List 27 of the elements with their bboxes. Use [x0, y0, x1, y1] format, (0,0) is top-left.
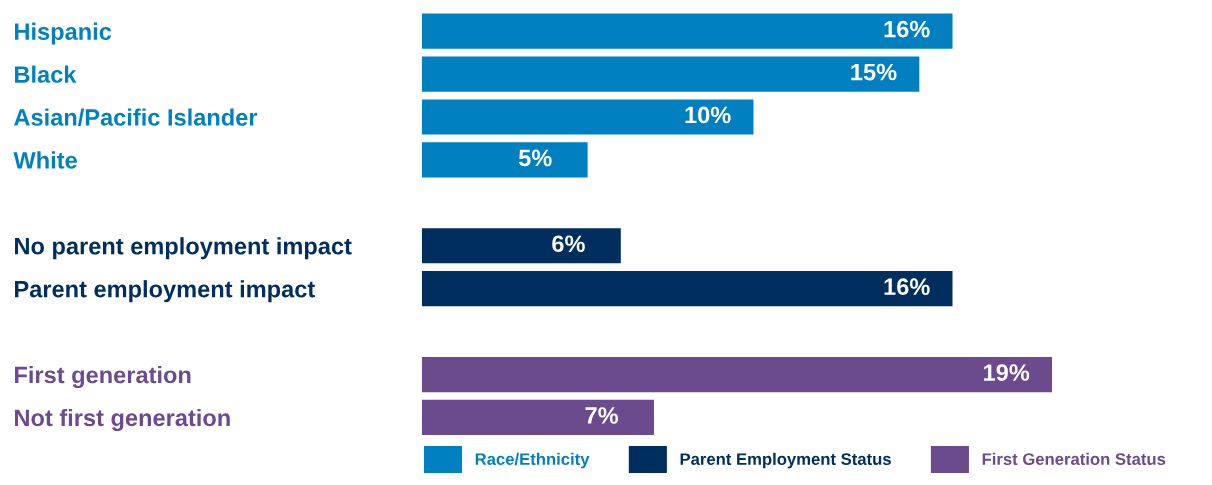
data-label: 19%: [984, 364, 1030, 381]
bar: [421, 56, 920, 92]
bar: [421, 99, 754, 135]
data-label: 6%: [552, 235, 585, 253]
y-tick-label: Parent employment impact: [15, 280, 315, 303]
bar: [421, 13, 953, 49]
data-label: 5%: [518, 149, 552, 167]
y-tick-label: White: [13, 151, 77, 169]
legend-label: Parent Employment Status: [680, 452, 891, 469]
y-tick-label: Asian/Pacific Islander: [14, 108, 258, 127]
data-label: 10%: [685, 106, 731, 124]
bar: [421, 399, 654, 436]
data-label: 16%: [884, 278, 930, 296]
data-label: 15%: [851, 63, 897, 81]
y-tick-label: First generation: [15, 365, 191, 389]
data-label: 16%: [884, 20, 930, 38]
y-tick-label: Black: [15, 65, 77, 83]
bar: [421, 228, 621, 264]
legend-label: First Generation Status: [982, 452, 1166, 466]
data-label: 7%: [585, 407, 619, 424]
y-tick-label: Hispanic: [15, 22, 112, 45]
legend-label: Race/Ethnicity: [475, 452, 590, 469]
bar: [421, 271, 953, 307]
bar: [421, 142, 588, 178]
bar: [421, 356, 1053, 393]
y-tick-label: Not first generation: [15, 408, 230, 432]
y-tick-label: No parent employment impact: [15, 237, 352, 260]
